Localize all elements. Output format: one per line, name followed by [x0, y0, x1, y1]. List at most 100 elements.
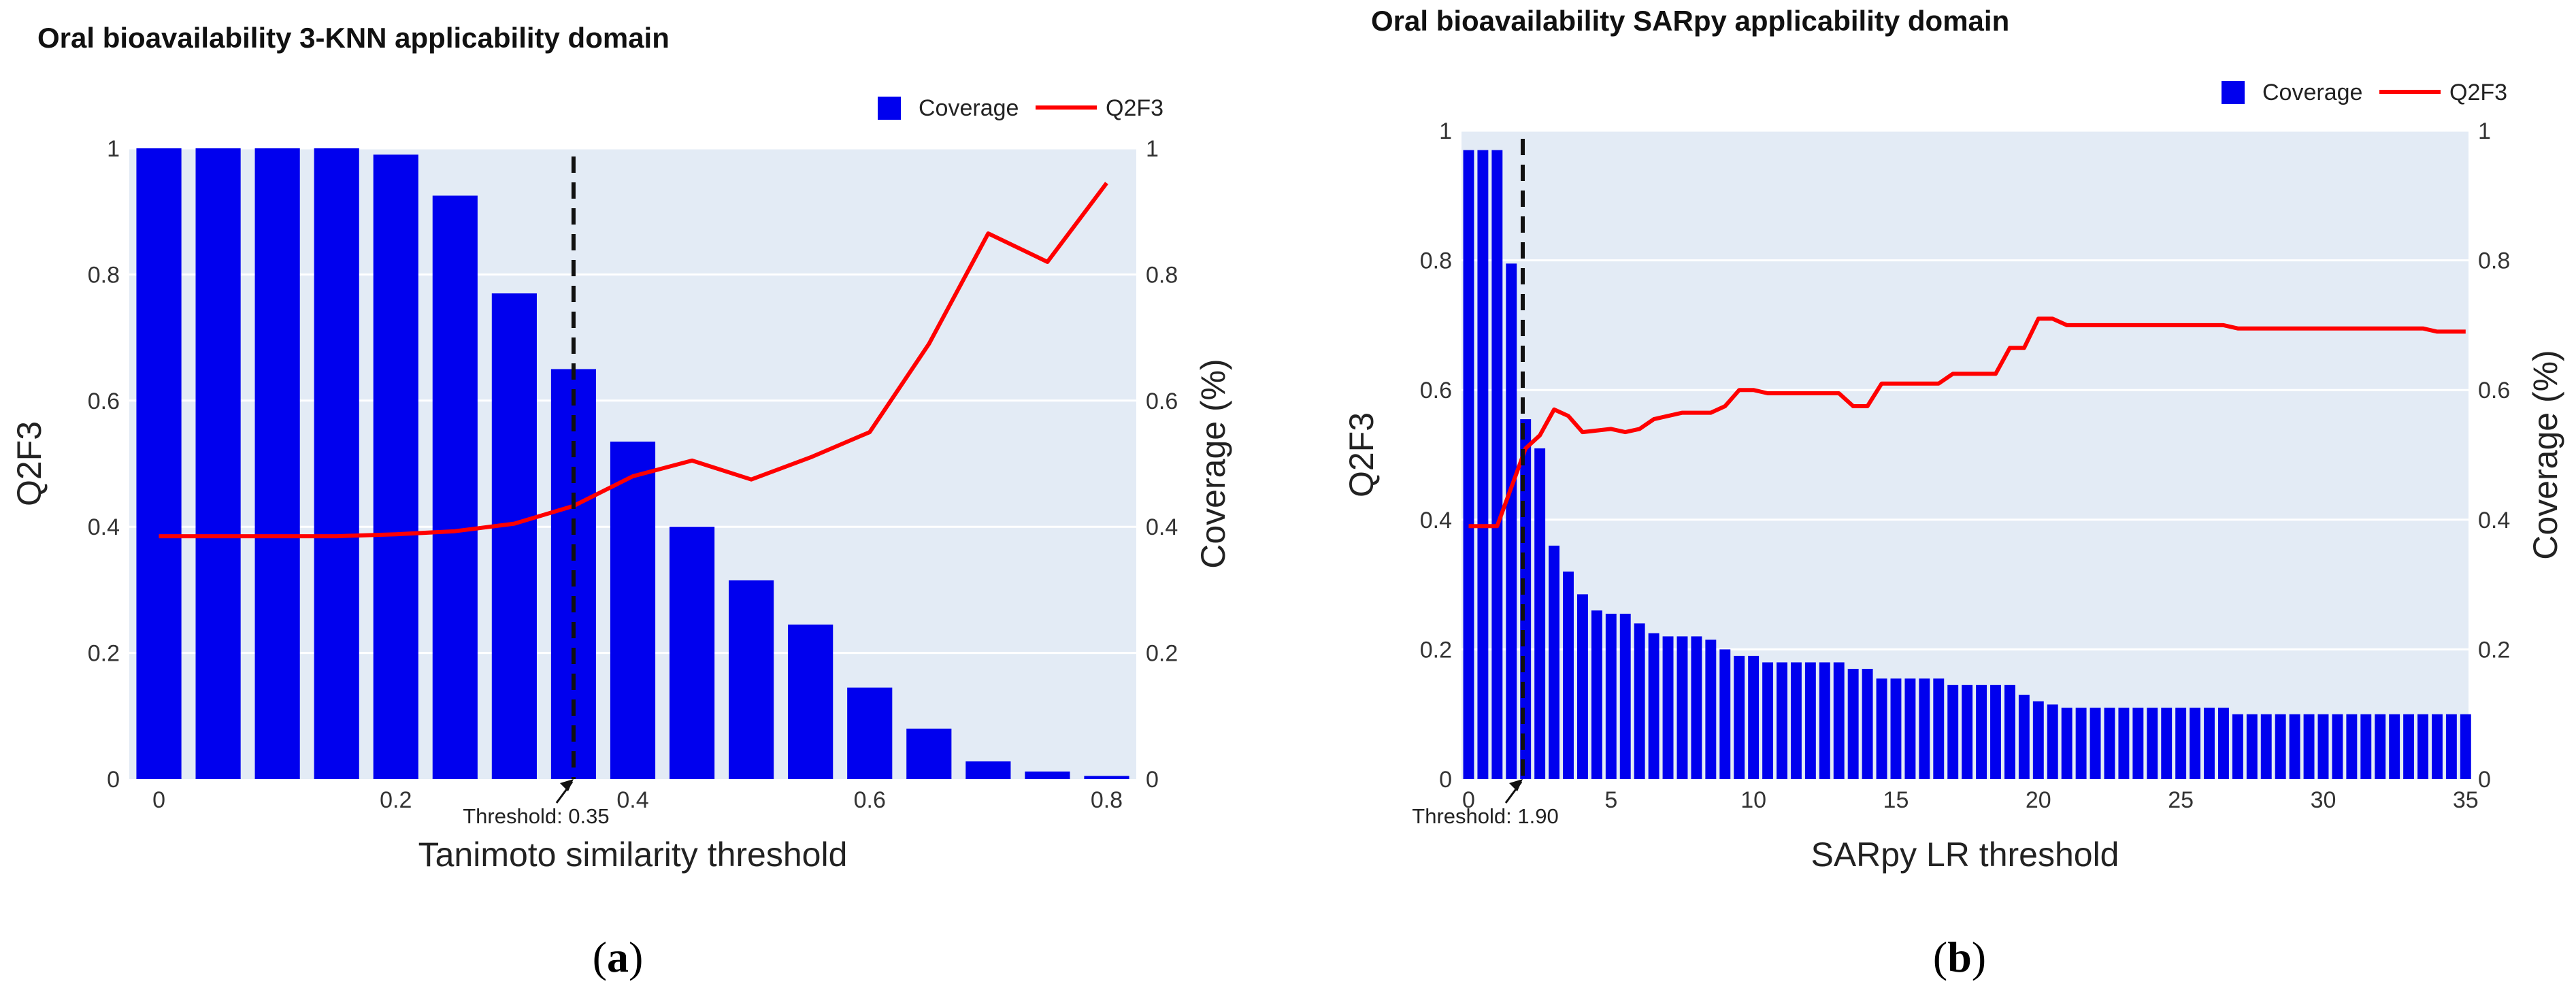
right-y-tick-label: 0.4	[2478, 508, 2510, 533]
coverage-bar	[2190, 708, 2201, 779]
x-tick-label: 35	[2453, 787, 2479, 813]
coverage-bar	[1947, 684, 1959, 779]
coverage-bar	[1990, 684, 2001, 779]
coverage-bar	[2445, 714, 2457, 779]
coverage-bar	[1862, 668, 1873, 779]
x-tick-labels-b: 0 5 10 15 20 25 30 35	[1462, 787, 2479, 813]
threshold-marker-a: Threshold: 0.35	[463, 156, 610, 828]
coverage-bar	[1819, 662, 1830, 779]
coverage-bar	[906, 728, 952, 779]
x-tick-label: 0.6	[854, 787, 886, 813]
coverage-bar	[2061, 708, 2073, 779]
coverage-bar	[1634, 623, 1645, 779]
legend-q2f3-label-b: Q2F3	[2449, 80, 2507, 105]
right-y-tick-labels-a: 0 0.2 0.4 0.6 0.8 1	[1146, 136, 1178, 793]
x-tick-label: 0.4	[616, 787, 648, 813]
coverage-bar	[2260, 714, 2272, 779]
coverage-bar	[2147, 708, 2158, 779]
left-y-tick-label: 1	[107, 136, 120, 162]
coverage-bar	[1933, 678, 1945, 779]
coverage-bars-b	[1463, 150, 2471, 780]
coverage-bar	[1890, 678, 1902, 779]
coverage-bar	[1847, 668, 1859, 779]
coverage-bar	[314, 148, 359, 779]
chart-title-a: Oral bioavailability 3-KNN applicability…	[37, 22, 670, 54]
left-y-tick-label: 0.2	[88, 641, 120, 667]
coverage-bar	[2317, 714, 2329, 779]
left-y-tick-labels-b: 0 0.2 0.4 0.6 0.8 1	[1420, 118, 1452, 793]
legend-coverage-label-b: Coverage	[2262, 80, 2362, 105]
coverage-bar	[2332, 714, 2343, 779]
coverage-bar	[1025, 771, 1070, 779]
left-y-tick-label: 0.4	[88, 514, 120, 540]
x-tick-labels-a: 0 0.2 0.4 0.6 0.8	[152, 787, 1123, 813]
right-y-tick-label: 0.2	[2478, 637, 2510, 663]
coverage-bar	[1520, 419, 1532, 779]
coverage-bar	[254, 148, 300, 779]
panel-letter-a: a	[607, 933, 629, 981]
left-y-tick-label: 0.4	[1420, 508, 1452, 533]
coverage-bar	[1976, 684, 1987, 779]
coverage-bar	[373, 154, 418, 779]
coverage-bar	[1506, 263, 1517, 779]
legend-q2f3-label-a: Q2F3	[1106, 95, 1163, 121]
coverage-bar	[965, 761, 1011, 779]
threshold-label-a: Threshold: 0.35	[463, 804, 609, 828]
coverage-bar	[1790, 662, 1802, 779]
coverage-bar	[1748, 655, 1760, 779]
coverage-bar	[2431, 714, 2443, 779]
threshold-arrowhead-a	[559, 779, 574, 791]
coverage-bar	[2375, 714, 2386, 779]
chart-panel-b: Oral bioavailability SARpy applicability…	[1342, 5, 2564, 981]
coverage-bar	[2389, 714, 2400, 779]
x-axis-title-b: SARpy LR threshold	[1811, 836, 2119, 874]
coverage-bar	[136, 148, 182, 779]
coverage-bar	[2289, 714, 2300, 779]
coverage-bar	[788, 624, 833, 779]
coverage-bar	[1734, 655, 1745, 779]
coverage-bar	[1463, 150, 1474, 780]
q2f3-line-b	[1468, 316, 2466, 529]
right-y-tick-label: 0.6	[2478, 378, 2510, 403]
q2f3-line-a	[159, 182, 1108, 539]
coverage-bar	[1662, 636, 1674, 779]
coverage-bar	[1677, 636, 1688, 779]
left-y-tick-label: 0	[1439, 767, 1452, 793]
legend-coverage-swatch-b	[2222, 81, 2245, 104]
coverage-bar	[2104, 708, 2115, 779]
coverage-bar	[2346, 714, 2358, 779]
right-y-tick-label: 0.6	[1146, 389, 1178, 414]
legend-b: Coverage Q2F3	[2222, 80, 2507, 105]
threshold-marker-b: Threshold: 1.90	[1412, 139, 1559, 828]
left-y-tick-labels-a: 0 0.2 0.4 0.6 0.8 1	[88, 136, 120, 793]
coverage-bar	[2075, 708, 2087, 779]
coverage-bar	[729, 580, 774, 779]
panel-label-b: (b)	[1933, 933, 1986, 981]
left-y-axis-title-b: Q2F3	[1342, 412, 1381, 497]
legend-a: Coverage Q2F3	[878, 95, 1163, 121]
coverage-bar	[1563, 572, 1574, 779]
coverage-bar	[1876, 678, 1887, 779]
x-tick-label: 25	[2168, 787, 2194, 813]
coverage-bar	[2403, 714, 2415, 779]
chart-title-b: Oral bioavailability SARpy applicability…	[1371, 5, 2009, 37]
coverage-bar	[1491, 150, 1503, 780]
coverage-bar	[2217, 708, 2229, 779]
coverage-bar	[1777, 662, 1787, 779]
coverage-bar	[2246, 714, 2258, 779]
coverage-bar	[2032, 701, 2044, 779]
coverage-bar	[2360, 714, 2372, 779]
right-y-axis-title-b: Coverage (%)	[2526, 350, 2564, 559]
coverage-bar	[2118, 708, 2130, 779]
x-tick-label: 5	[1604, 787, 1617, 813]
x-tick-label: 20	[2026, 787, 2051, 813]
left-y-tick-label: 0.6	[88, 389, 120, 414]
coverage-bar	[2417, 714, 2428, 779]
coverage-bar	[1719, 649, 1731, 779]
left-y-tick-label: 0.2	[1420, 637, 1452, 663]
coverage-bar	[1762, 662, 1774, 779]
right-y-tick-label: 1	[2478, 118, 2491, 144]
coverage-bar	[2090, 708, 2101, 779]
x-tick-label: 30	[2311, 787, 2336, 813]
